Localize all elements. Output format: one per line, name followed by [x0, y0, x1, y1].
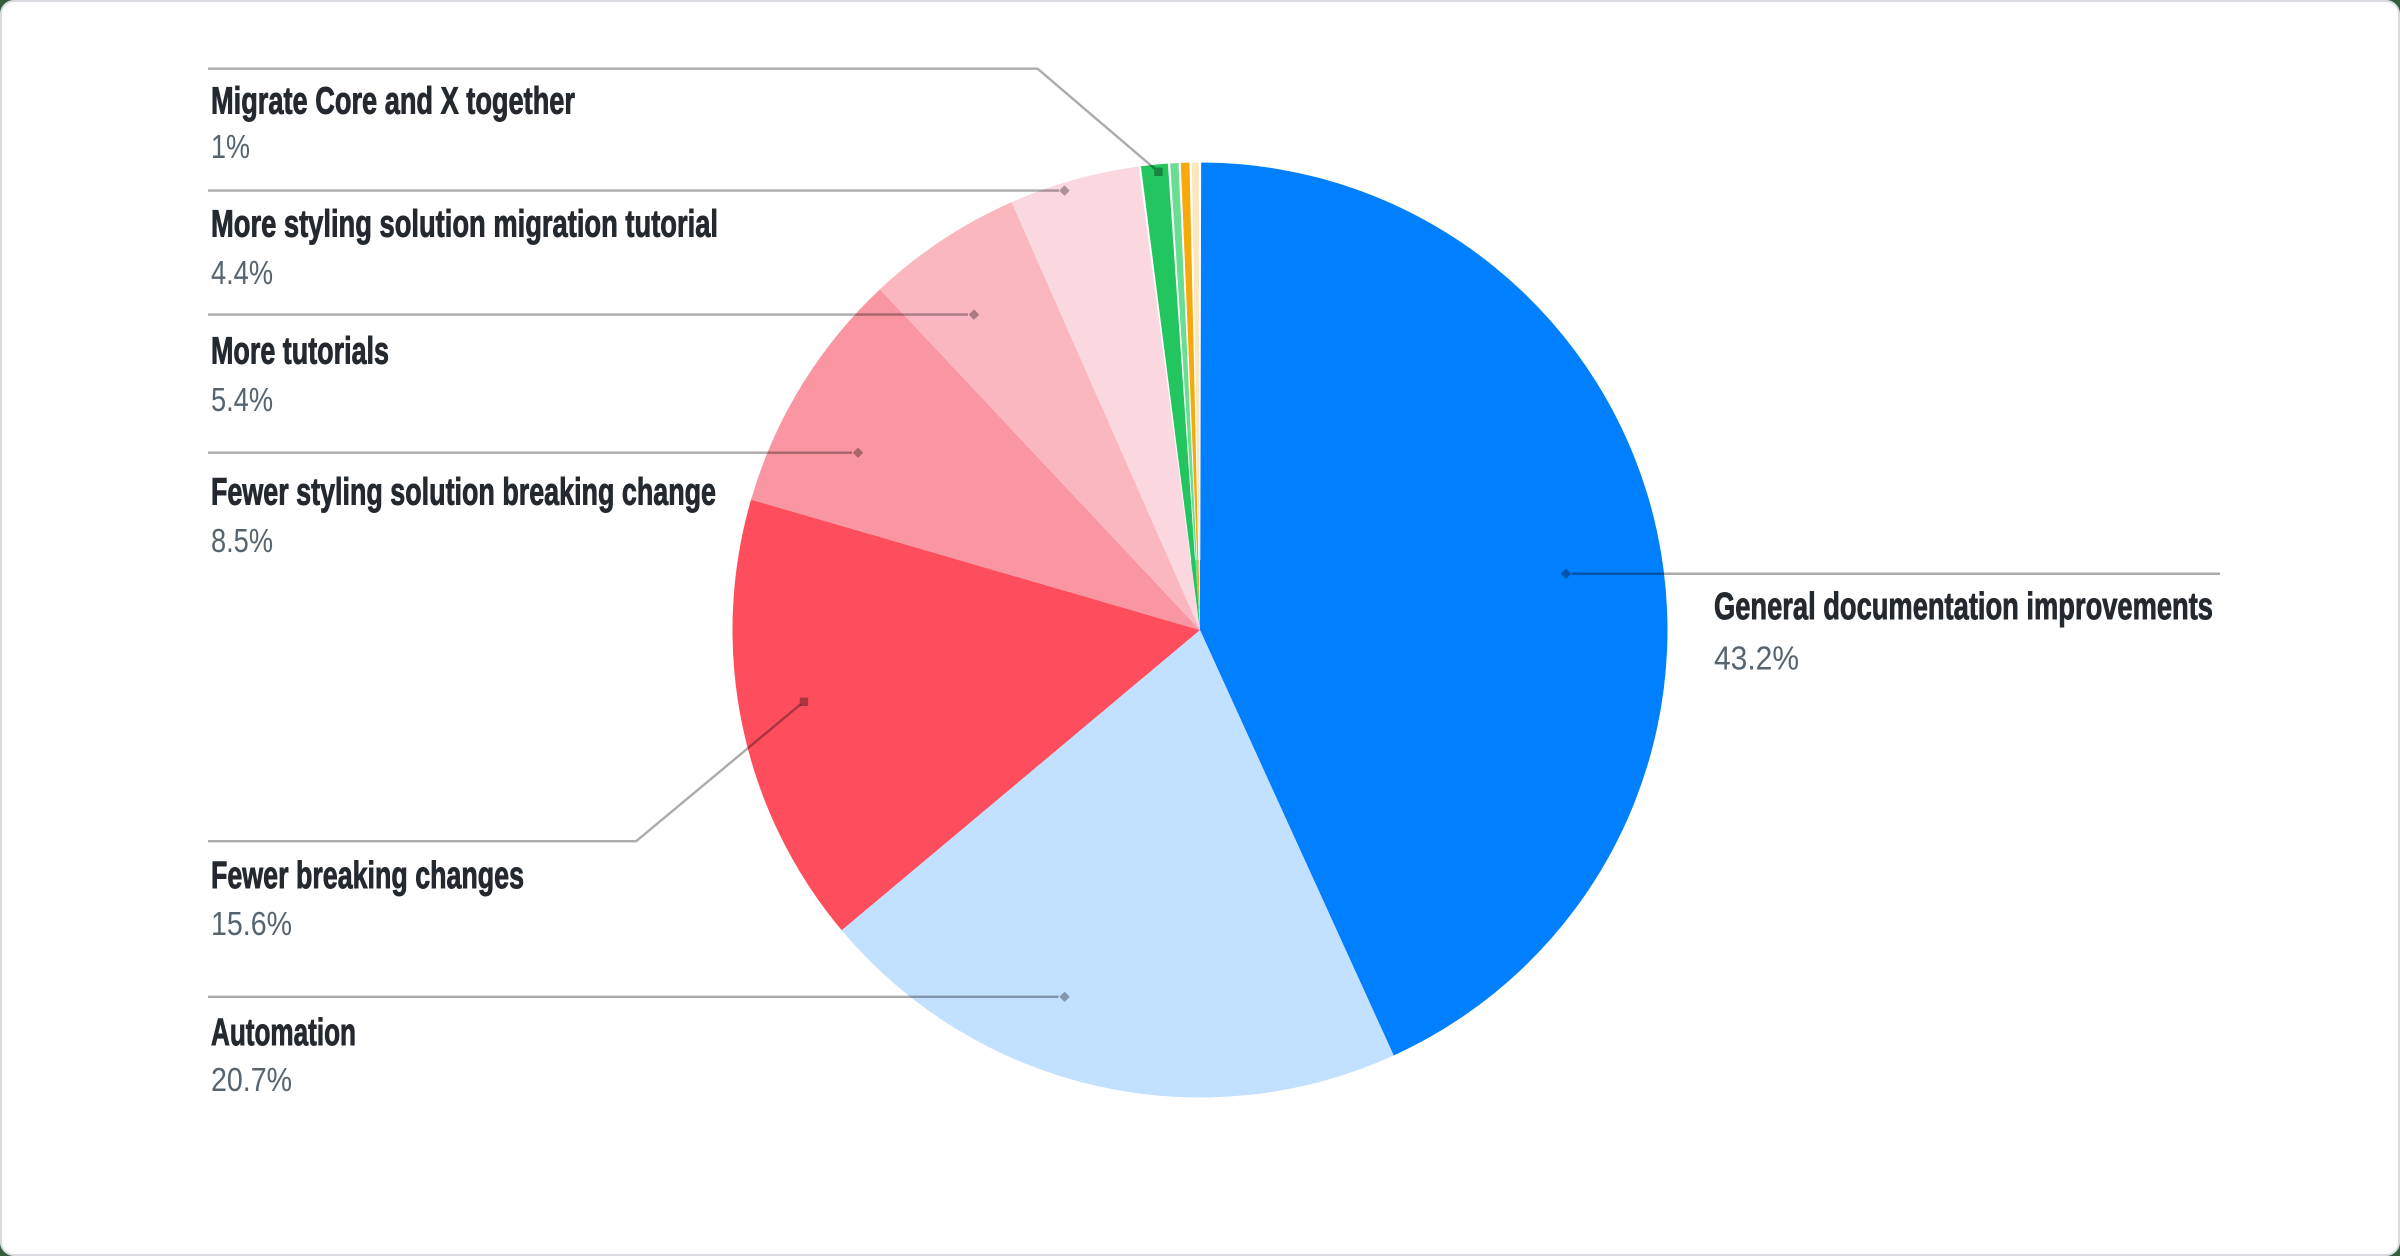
svg-text:More styling solution migratio: More styling solution migration tutorial — [211, 204, 718, 246]
svg-text:More tutorials: More tutorials — [211, 331, 389, 373]
svg-text:5.4%: 5.4% — [211, 381, 273, 418]
svg-text:20.7%: 20.7% — [211, 1061, 292, 1098]
svg-text:4.4%: 4.4% — [211, 254, 273, 291]
svg-text:Fewer styling solution breakin: Fewer styling solution breaking change — [211, 472, 716, 514]
svg-text:43.2%: 43.2% — [1714, 640, 1799, 677]
svg-text:8.5%: 8.5% — [211, 522, 273, 559]
svg-text:15.6%: 15.6% — [211, 905, 292, 942]
svg-text:1%: 1% — [211, 128, 250, 165]
svg-text:Automation: Automation — [211, 1012, 356, 1054]
svg-text:General documentation improvem: General documentation improvements — [1714, 586, 2213, 628]
svg-text:Migrate Core and X together: Migrate Core and X together — [211, 80, 575, 122]
svg-text:Fewer breaking changes: Fewer breaking changes — [211, 855, 524, 897]
